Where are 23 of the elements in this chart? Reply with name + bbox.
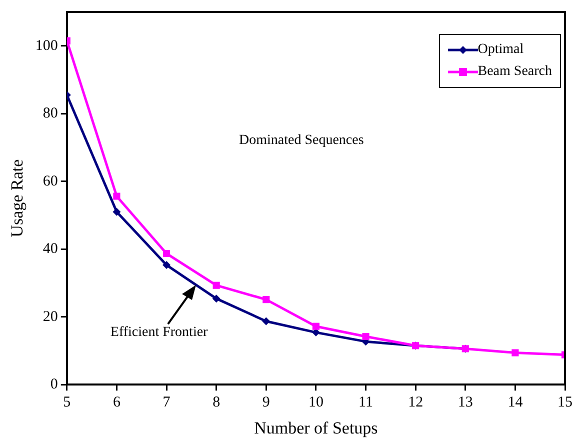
y-tick-label: 0 (50, 376, 58, 393)
legend-label: Optimal (478, 42, 524, 58)
y-tick-label: 20 (42, 308, 58, 325)
x-tick-label: 8 (212, 394, 220, 411)
annotation: Dominated Sequences (239, 133, 364, 149)
x-tick-label: 11 (358, 394, 373, 411)
y-axis-title: Usage Rate (8, 159, 27, 238)
x-tick-label: 14 (508, 394, 524, 411)
x-tick-label: 13 (458, 394, 473, 411)
x-tick-label: 6 (112, 394, 121, 411)
y-tick-label: 80 (42, 106, 58, 122)
legend-label: Beam Search (478, 64, 552, 80)
x-tick-label: 10 (308, 394, 324, 411)
x-tick-label: 15 (558, 394, 572, 411)
x-tick-label: 7 (162, 394, 171, 411)
x-tick-label: 12 (408, 394, 424, 411)
y-tick-label: 40 (42, 241, 58, 258)
y-tick-label: 60 (42, 173, 58, 190)
annotation: Efficient Frontier (110, 325, 208, 341)
y-tick-label: 100 (35, 38, 58, 54)
x-axis-title: Number of Setups (254, 418, 378, 438)
x-tick-label: 9 (262, 394, 270, 411)
x-tick-label: 5 (63, 394, 71, 411)
